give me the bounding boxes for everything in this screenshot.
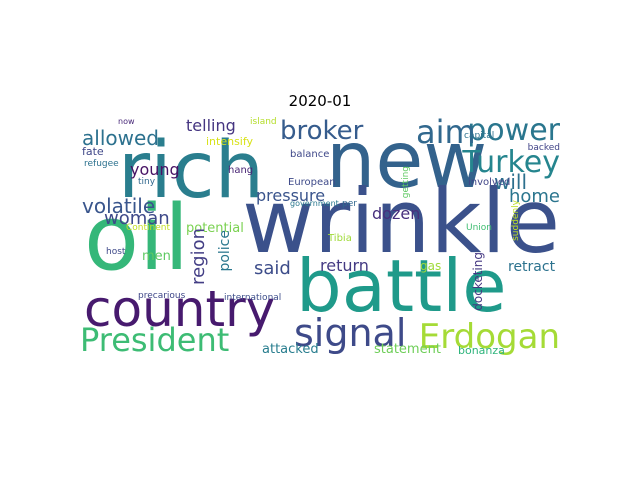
word-now: now <box>118 117 135 126</box>
word-pressure: pressure <box>256 186 326 205</box>
word-european: European <box>288 177 336 188</box>
word-erdogan: Erdogan <box>418 317 560 357</box>
word-police: police <box>217 230 233 272</box>
word-new: new <box>326 116 488 206</box>
word-wrinkle: wrinkle <box>242 170 560 273</box>
word-refugee: refugee <box>84 159 119 169</box>
word-hang: hang <box>228 165 254 176</box>
word-docketing: docketing <box>471 252 485 311</box>
word-country: country <box>84 280 276 338</box>
word-said: said <box>254 258 291 279</box>
word-young: young <box>130 160 180 179</box>
word-capital: capital <box>464 131 495 141</box>
chart-title: 2020-01 <box>288 92 352 110</box>
word-suddenly: suddenly <box>511 200 521 241</box>
word-turkey: Turkey <box>462 145 560 180</box>
word-tiny: tiny <box>138 177 156 187</box>
word-host: host <box>106 247 126 257</box>
word-continent: Continent <box>126 223 170 233</box>
word-union: Union <box>466 223 493 233</box>
word-attacked: attacked <box>262 342 319 357</box>
word-telling: telling <box>186 116 236 135</box>
word-fate: fate <box>82 145 104 158</box>
word-gas: gas <box>420 259 442 273</box>
word-cloud: rich new wrinkle oil battle country President s… <box>80 116 560 356</box>
word-potential: potential <box>186 221 244 236</box>
word-volatile: volatile <box>82 194 156 218</box>
word-bonanza: bonanza <box>458 344 505 357</box>
word-balance: balance <box>290 149 330 160</box>
word-region: region <box>188 228 209 285</box>
word-woman: woman <box>104 208 170 229</box>
word-aim: aim <box>416 113 476 151</box>
word-intensify: intensify <box>206 135 254 148</box>
word-precarious: precarious <box>138 291 186 301</box>
word-statement: statement <box>374 342 441 357</box>
word-island: island <box>250 117 277 127</box>
word-involved: involved <box>468 177 511 188</box>
word-government: government <box>290 199 339 208</box>
word-international: international <box>224 293 282 303</box>
word-allowed: allowed <box>82 126 159 150</box>
word-dozen: dozen <box>372 204 421 223</box>
word-battle: battle <box>296 244 507 328</box>
word-rich: rich <box>118 126 265 216</box>
word-president: President <box>80 321 230 359</box>
word-will: will <box>494 170 528 194</box>
word-home: home <box>508 186 560 207</box>
word-power: power <box>467 113 560 148</box>
word-oil: oil <box>84 186 190 291</box>
word-return: return <box>320 256 369 275</box>
word-signal: signal <box>294 311 407 355</box>
word-backed: backed <box>527 143 560 153</box>
word-tibia: Tibia <box>328 233 352 244</box>
word-broker: broker <box>280 116 364 146</box>
word-men: men <box>142 249 171 264</box>
word-per: per <box>342 199 357 209</box>
word-getting: getting <box>401 166 411 199</box>
word-retract: retract <box>508 259 556 275</box>
